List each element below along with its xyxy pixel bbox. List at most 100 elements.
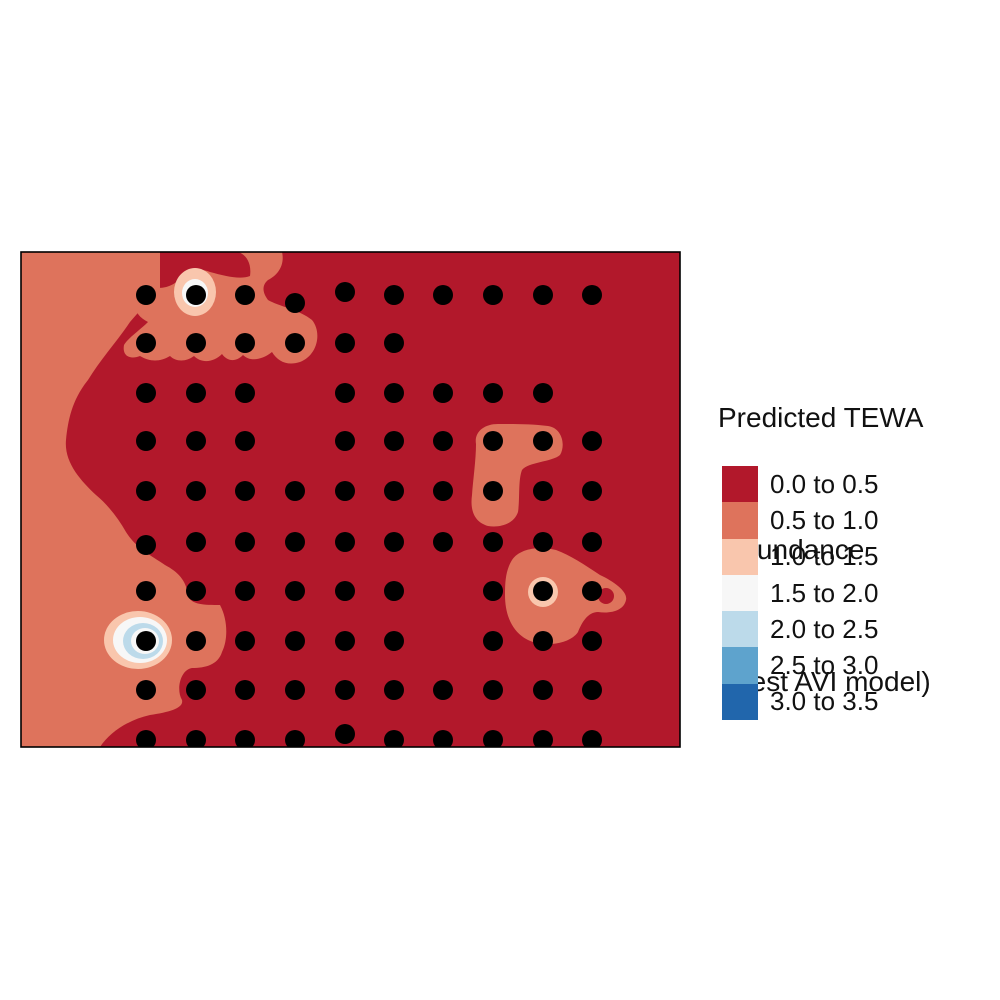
abundance-zone-left [21, 252, 318, 747]
legend-label: 1.5 to 2.0 [770, 577, 879, 608]
legend-item: 0.0 to 0.5 [722, 466, 879, 503]
survey-point [433, 481, 453, 501]
survey-point [235, 431, 255, 451]
survey-point [384, 532, 404, 552]
survey-point [335, 431, 355, 451]
survey-point [335, 532, 355, 552]
survey-point [533, 730, 553, 747]
legend-swatch [722, 538, 758, 575]
legend-title-line-1: Predicted TEWA [718, 402, 924, 433]
survey-point [483, 581, 503, 601]
survey-point [285, 532, 305, 552]
survey-point [136, 730, 156, 747]
survey-point [136, 481, 156, 501]
survey-point [533, 431, 553, 451]
survey-point [186, 431, 206, 451]
map-frame [20, 251, 681, 748]
survey-point [582, 581, 602, 601]
survey-point [136, 333, 156, 353]
survey-point [384, 631, 404, 651]
survey-point [533, 285, 553, 305]
legend-item: 2.5 to 3.0 [722, 647, 879, 684]
legend: 0.0 to 0.5 0.5 to 1.0 1.0 to 1.5 1.5 to 2.0… [722, 466, 879, 721]
legend-item: 2.0 to 2.5 [722, 611, 879, 648]
survey-point [335, 282, 355, 302]
survey-point [384, 481, 404, 501]
survey-point [136, 535, 156, 555]
survey-point [235, 383, 255, 403]
survey-point [483, 285, 503, 305]
survey-point [582, 431, 602, 451]
survey-point [384, 383, 404, 403]
survey-point [335, 724, 355, 744]
survey-point [235, 581, 255, 601]
survey-point [533, 581, 553, 601]
legend-swatch [722, 611, 758, 648]
survey-point [582, 730, 602, 747]
survey-point [384, 431, 404, 451]
survey-point [186, 481, 206, 501]
legend-label: 0.0 to 0.5 [770, 468, 879, 499]
survey-point [235, 285, 255, 305]
survey-point [582, 532, 602, 552]
survey-point [433, 680, 453, 700]
survey-point [335, 333, 355, 353]
survey-point [285, 581, 305, 601]
survey-point [186, 383, 206, 403]
legend-item: 3.0 to 3.5 [722, 683, 879, 721]
survey-point [136, 383, 156, 403]
legend-label: 0.5 to 1.0 [770, 504, 879, 535]
survey-point [582, 285, 602, 305]
survey-point [582, 680, 602, 700]
survey-point [235, 481, 255, 501]
survey-point [433, 730, 453, 747]
survey-point [186, 631, 206, 651]
survey-point [285, 481, 305, 501]
survey-point [335, 680, 355, 700]
survey-point [483, 532, 503, 552]
survey-point [433, 383, 453, 403]
survey-point [384, 285, 404, 305]
survey-point [285, 631, 305, 651]
legend-label: 2.5 to 3.0 [770, 650, 879, 681]
survey-point [483, 383, 503, 403]
survey-point [433, 431, 453, 451]
survey-point [533, 532, 553, 552]
survey-point [235, 730, 255, 747]
survey-point [384, 680, 404, 700]
legend-label: 2.0 to 2.5 [770, 613, 879, 644]
survey-point [483, 680, 503, 700]
legend-swatch [722, 466, 758, 503]
survey-points [136, 282, 602, 747]
survey-point [483, 631, 503, 651]
survey-point [384, 333, 404, 353]
abundance-zone-lower-right [505, 548, 627, 645]
survey-point [483, 481, 503, 501]
survey-point [235, 680, 255, 700]
survey-point [483, 730, 503, 747]
abundance-surface [21, 252, 680, 747]
survey-point [533, 383, 553, 403]
survey-point [533, 680, 553, 700]
survey-point [384, 730, 404, 747]
survey-point [186, 532, 206, 552]
survey-point [186, 285, 206, 305]
survey-point [136, 431, 156, 451]
survey-point [483, 431, 503, 451]
survey-point [136, 581, 156, 601]
survey-point [285, 680, 305, 700]
survey-point [186, 730, 206, 747]
legend-swatch [722, 574, 758, 612]
survey-point [582, 631, 602, 651]
survey-point [186, 333, 206, 353]
survey-point [335, 631, 355, 651]
legend-label: 3.0 to 3.5 [770, 686, 879, 717]
low-abundance-pocket [598, 588, 614, 604]
survey-point [533, 481, 553, 501]
legend-swatch [722, 647, 758, 684]
legend-item: 0.5 to 1.0 [722, 502, 879, 539]
legend-swatch [722, 502, 758, 539]
survey-point [285, 293, 305, 313]
survey-point [235, 631, 255, 651]
survey-point [335, 481, 355, 501]
